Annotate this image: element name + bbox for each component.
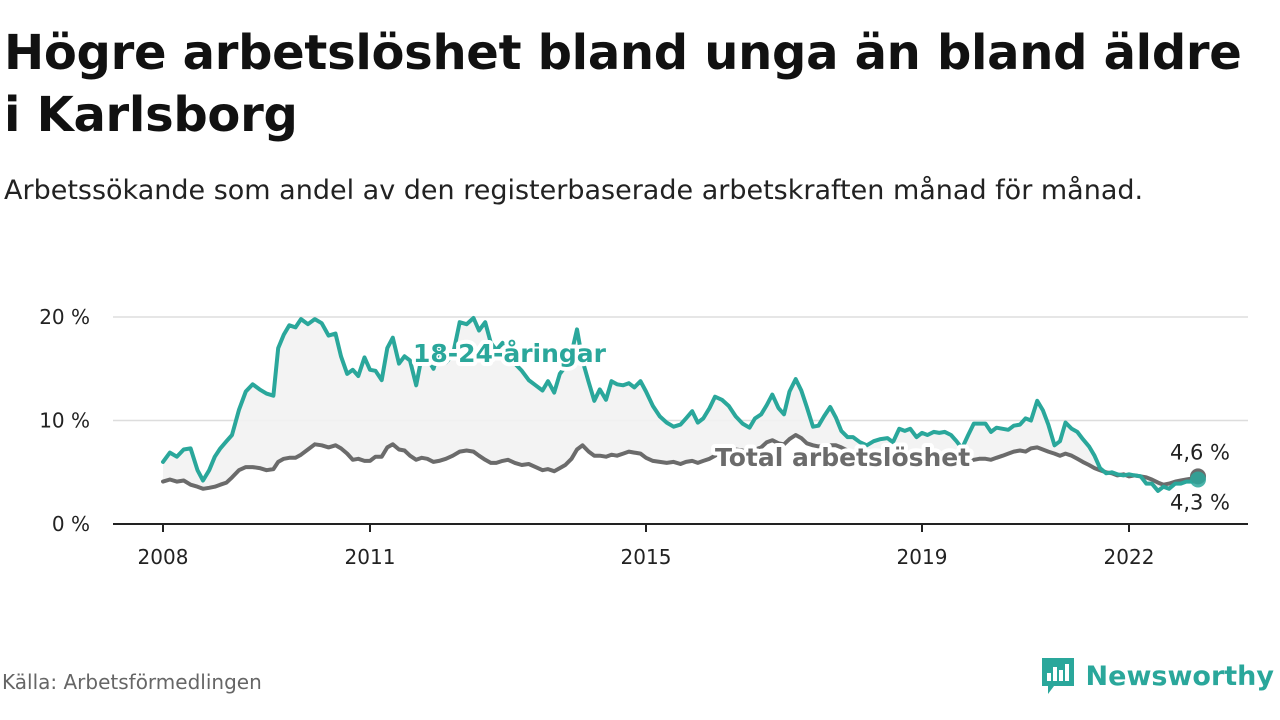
chart-title: Högre arbetslöshet bland unga än bland ä… [4, 25, 1242, 143]
x-tick-label: 2022 [1104, 545, 1155, 569]
series-line [161, 316, 1200, 493]
label-layer: 18-24-åringar Total arbetslöshet 4,6 % 4,3 … [409, 335, 1230, 514]
series-end-label: 4,6 % [1170, 440, 1230, 464]
x-tick-label: 2008 [138, 545, 189, 569]
brand-name: Newsworthy [1085, 660, 1274, 692]
brand[interactable]: Newsworthy [1040, 652, 1274, 700]
series-end-label: 4,3 % [1170, 490, 1230, 514]
y-tick-label: 20 % [39, 305, 90, 329]
x-tick-label: 2015 [621, 545, 672, 569]
axis-layer: 0 % 10 % 20 % 2008 2011 2015 2019 2022 [39, 305, 1248, 569]
y-tick-label: 0 % [52, 512, 90, 536]
series-label: Total arbetslöshet [715, 443, 970, 472]
series-line [161, 433, 1200, 491]
newsworthy-logo-icon [1041, 658, 1074, 694]
series-end-marker [1190, 471, 1206, 488]
chart-subtitle: Arbetssökande som andel av den registerb… [4, 175, 1144, 206]
line-layer [161, 316, 1200, 493]
source-note: Källa: Arbetsförmedlingen [2, 670, 262, 694]
series-label: 18-24-åringar [413, 339, 607, 368]
x-tick-label: 2019 [897, 545, 948, 569]
y-tick-label: 10 % [39, 409, 90, 433]
x-tick-label: 2011 [345, 545, 396, 569]
